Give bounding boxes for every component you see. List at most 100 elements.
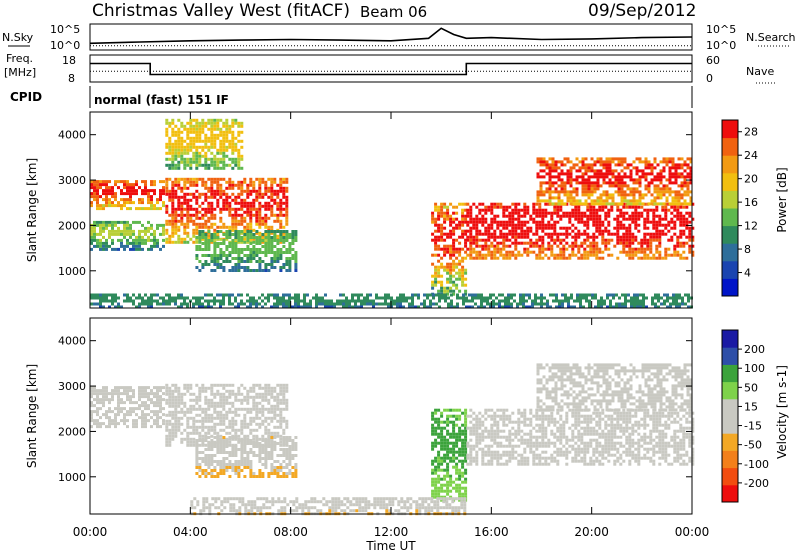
rti-cell bbox=[159, 416, 162, 420]
rti-cell bbox=[279, 454, 283, 457]
rti-cell bbox=[249, 416, 253, 420]
rti-cell bbox=[261, 293, 264, 297]
rti-cell bbox=[135, 238, 138, 242]
rti-cell bbox=[553, 241, 557, 245]
rti-cell bbox=[150, 302, 153, 306]
rti-cell bbox=[237, 260, 241, 263]
rti-cell bbox=[291, 239, 295, 242]
rti-cell bbox=[493, 220, 497, 224]
rti-cell bbox=[432, 302, 435, 306]
rti-cell bbox=[201, 296, 204, 300]
rti-cell bbox=[201, 118, 205, 122]
rti-cell bbox=[667, 208, 671, 212]
rti-cell bbox=[575, 193, 579, 197]
rti-cell bbox=[443, 226, 447, 230]
rti-cell bbox=[523, 208, 527, 212]
rti-cell bbox=[192, 305, 195, 309]
rti-cell bbox=[683, 181, 687, 185]
rti-cell bbox=[207, 302, 210, 306]
rti-cell bbox=[478, 238, 482, 242]
rti-cell bbox=[240, 121, 244, 125]
rti-cell bbox=[611, 157, 615, 161]
rti-cell bbox=[264, 302, 267, 306]
rti-cell bbox=[411, 293, 414, 297]
rti-cell bbox=[249, 219, 253, 223]
rti-cell bbox=[483, 305, 486, 309]
rti-cell bbox=[688, 232, 692, 236]
rti-cell bbox=[105, 183, 108, 187]
rti-cell bbox=[207, 248, 211, 251]
rti-cell bbox=[585, 299, 588, 303]
rti-cell bbox=[651, 296, 654, 300]
rti-cell bbox=[676, 208, 680, 212]
rti-cell bbox=[171, 198, 175, 202]
rti-cell bbox=[499, 223, 503, 227]
rti-cell bbox=[532, 202, 536, 206]
rti-cell bbox=[683, 193, 687, 197]
rti-cell bbox=[261, 216, 265, 220]
rti-cell bbox=[93, 195, 96, 199]
rti-cell bbox=[673, 220, 677, 224]
rti-cell bbox=[294, 251, 298, 254]
rti-cell bbox=[469, 211, 473, 215]
rti-cell bbox=[538, 226, 542, 230]
rti-cell bbox=[204, 305, 207, 309]
rti-cell bbox=[237, 192, 241, 196]
rti-cell bbox=[556, 220, 560, 224]
rti-cell bbox=[216, 180, 220, 184]
rti-cell bbox=[471, 296, 474, 300]
rti-cell bbox=[186, 207, 190, 211]
rti-cell bbox=[234, 230, 238, 233]
rti-cell bbox=[387, 305, 390, 309]
rti-cell bbox=[676, 238, 680, 242]
rti-cell bbox=[288, 302, 291, 306]
rti-cell bbox=[213, 177, 217, 181]
rti-cell bbox=[541, 247, 545, 251]
rti-cell bbox=[601, 238, 605, 242]
rti-cell bbox=[563, 187, 567, 191]
rti-cell bbox=[596, 169, 600, 173]
rti-cell bbox=[566, 172, 570, 176]
rti-cell bbox=[431, 253, 435, 257]
rti-cell bbox=[529, 241, 533, 245]
rti-cell bbox=[147, 398, 150, 402]
rti-cell bbox=[150, 204, 153, 208]
rti-cell bbox=[686, 202, 690, 206]
rti-cell bbox=[138, 241, 141, 245]
rti-cell bbox=[222, 157, 226, 161]
rti-cell bbox=[565, 235, 569, 239]
rti-cell bbox=[117, 204, 120, 208]
rti-cell bbox=[580, 214, 584, 218]
rti-cell bbox=[204, 395, 208, 399]
rti-cell bbox=[466, 220, 470, 224]
rti-cell bbox=[171, 299, 174, 303]
rti-cell bbox=[108, 198, 111, 202]
rti-cell bbox=[520, 220, 524, 224]
rti-cell bbox=[546, 302, 549, 306]
rti-cell bbox=[520, 232, 524, 236]
rti-cell bbox=[216, 136, 220, 140]
rti-cell bbox=[417, 293, 420, 297]
rti-cell bbox=[198, 222, 202, 226]
rti-cell bbox=[601, 229, 605, 233]
rti-cell bbox=[455, 247, 459, 251]
rti-cell bbox=[234, 299, 237, 303]
rti-cell bbox=[532, 244, 536, 248]
rti-cell bbox=[228, 177, 232, 181]
rti-cell bbox=[168, 386, 172, 390]
rti-cell bbox=[132, 183, 135, 187]
rti-cell bbox=[213, 139, 217, 143]
rti-cell bbox=[630, 296, 633, 300]
rti-cell bbox=[536, 193, 540, 197]
rti-cell bbox=[93, 198, 96, 202]
rti-cell bbox=[201, 451, 205, 454]
rti-cell bbox=[192, 231, 196, 235]
rti-cell bbox=[216, 404, 220, 408]
rti-cell bbox=[246, 245, 250, 248]
rti-cell bbox=[204, 139, 208, 143]
rti-cell bbox=[532, 211, 536, 215]
rti-cell bbox=[297, 305, 300, 309]
rti-cell bbox=[228, 454, 232, 457]
rti-cell bbox=[231, 466, 235, 469]
rti-cell bbox=[210, 139, 214, 143]
